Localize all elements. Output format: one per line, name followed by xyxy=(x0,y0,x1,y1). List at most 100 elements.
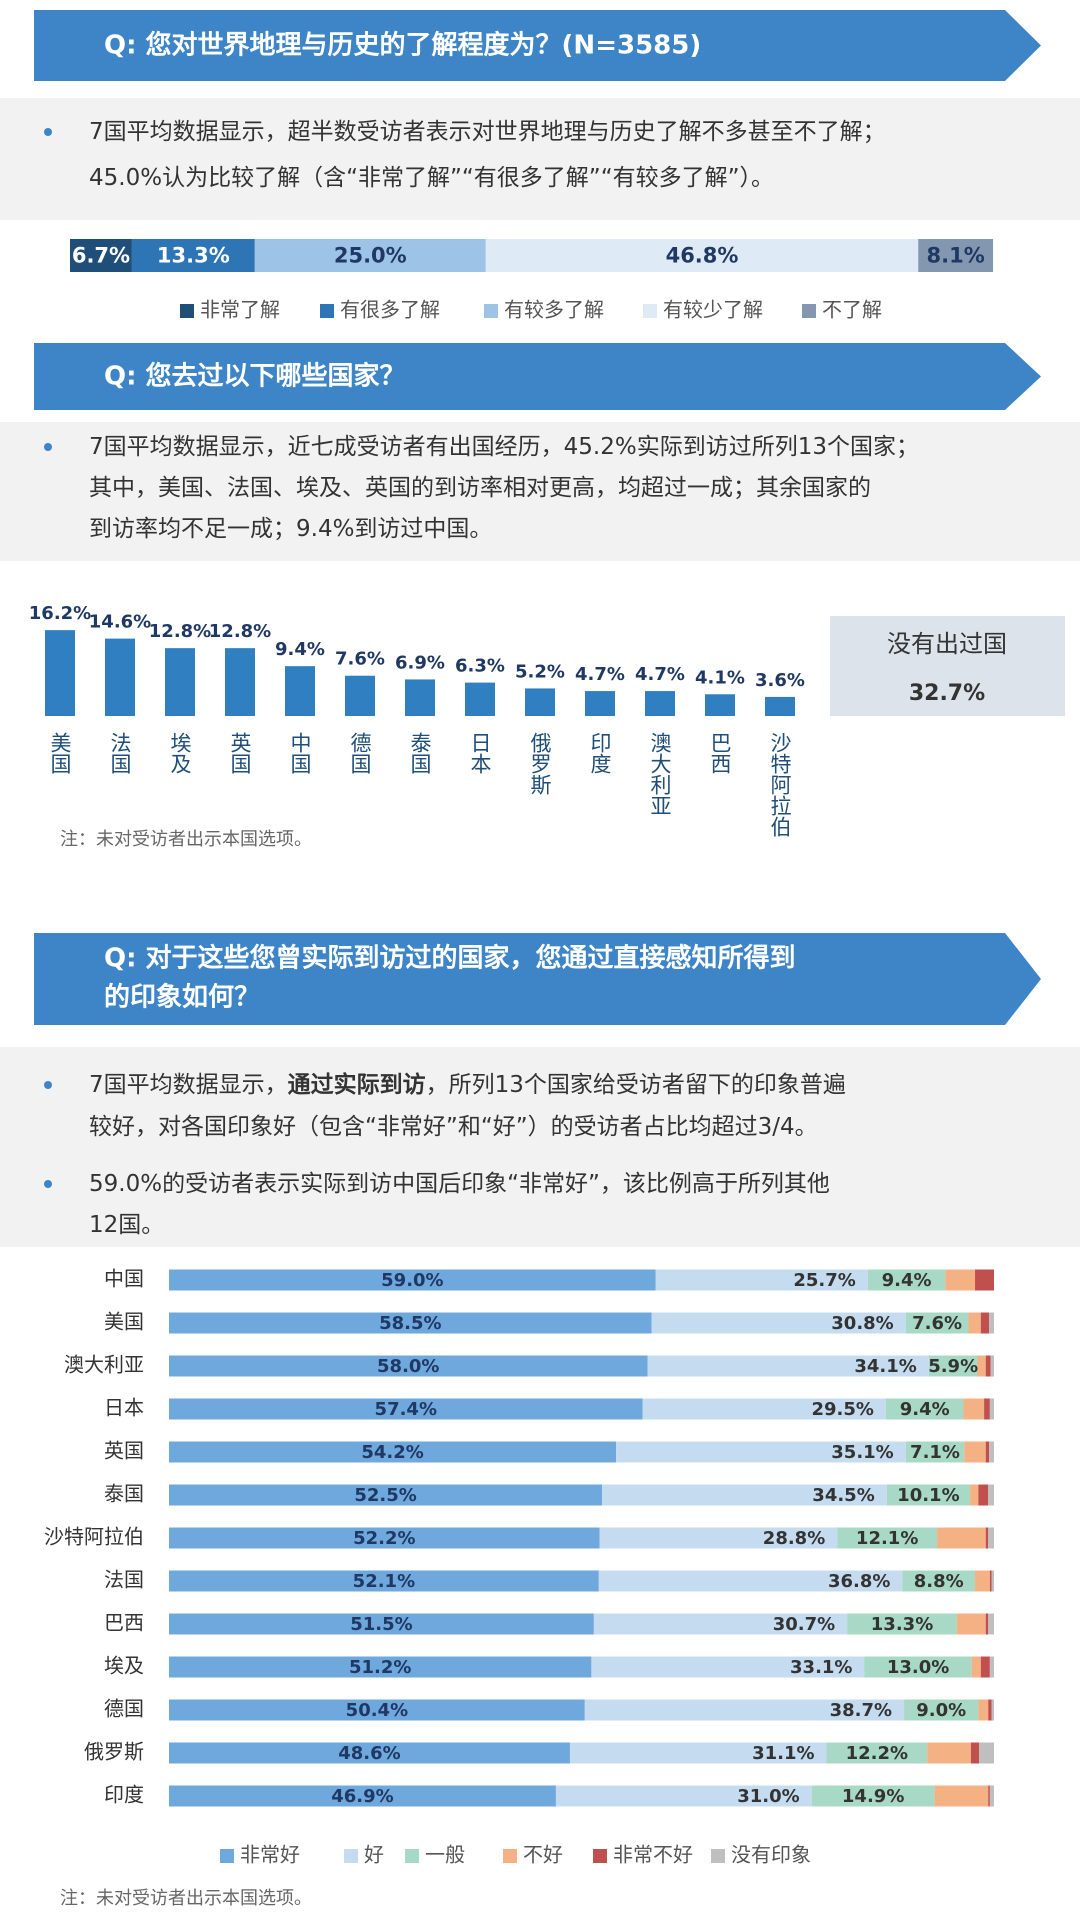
bar-segment xyxy=(990,1355,994,1377)
value-label: 4.7% xyxy=(635,664,685,685)
bar-segment xyxy=(131,239,255,272)
bar xyxy=(645,691,675,716)
bullet-box xyxy=(0,422,1080,561)
value-label: 59.0% xyxy=(381,1270,443,1291)
category-label: 日本 xyxy=(468,732,492,774)
category-label: 巴西 xyxy=(104,1611,144,1635)
legend-label: 好 xyxy=(364,1843,384,1867)
bar-segment xyxy=(485,239,919,272)
question-text: Q: 对于这些您曾实际到访过的国家，您通过直接感知所得到 xyxy=(104,943,796,974)
value-label: 4.7% xyxy=(575,664,625,685)
bar-segment xyxy=(837,1527,938,1549)
bar-segment xyxy=(945,1269,976,1291)
value-label: 12.2% xyxy=(846,1743,908,1764)
value-label: 57.4% xyxy=(375,1399,437,1420)
bullet-text: 12国。 xyxy=(89,1212,164,1238)
category-label: 德国 xyxy=(348,732,372,774)
bar-segment xyxy=(169,1312,652,1334)
value-label: 7.6% xyxy=(912,1313,962,1334)
bar-segment xyxy=(971,1656,981,1678)
legend-label: 一般 xyxy=(425,1843,465,1867)
category-label: 美国 xyxy=(48,732,72,774)
bar-segment xyxy=(169,1699,585,1721)
category-label: 德国 xyxy=(104,1697,144,1721)
bar-segment xyxy=(988,1527,994,1549)
category-label: 印度 xyxy=(588,732,612,774)
bar-segment xyxy=(989,1785,994,1807)
bar-segment xyxy=(918,239,994,272)
legend-label: 有较多了解 xyxy=(504,298,604,322)
bar-segment xyxy=(985,1527,989,1549)
text-run: 其中，美国、法国、埃及、英国的到访率相对更高，均超过一成；其余国家的 xyxy=(89,475,871,501)
text-run: 通过实际到访 xyxy=(288,1071,426,1098)
value-label: 58.5% xyxy=(379,1313,441,1334)
legend-label: 非常好 xyxy=(240,1843,300,1867)
bar-segment xyxy=(847,1613,957,1635)
bar xyxy=(345,675,375,716)
value-label: 46.8% xyxy=(666,244,739,268)
bar-segment xyxy=(989,1570,992,1592)
bar-segment xyxy=(598,1570,903,1592)
bar-segment xyxy=(977,1355,986,1377)
bar-segment xyxy=(975,1269,994,1291)
bar-segment xyxy=(169,1570,599,1592)
side-box-value: 32.7% xyxy=(909,681,985,706)
category-label: 澳大利亚 xyxy=(648,732,672,816)
bar-segment xyxy=(555,1785,812,1807)
value-label: 35.1% xyxy=(831,1442,893,1463)
bar xyxy=(105,638,135,716)
question-text: Q: 您去过以下哪些国家？ xyxy=(104,361,406,392)
bullet-text: 45.0%认为比较了解（含“非常了解”“有很多了解”“有较多了解”）。 xyxy=(89,165,774,191)
value-label: 54.2% xyxy=(361,1442,423,1463)
text-run: ，所列13个国家给受访者留下的印象普遍 xyxy=(426,1072,846,1098)
legend-label: 没有印象 xyxy=(731,1843,811,1867)
question-text: 的印象如何？ xyxy=(104,982,260,1013)
legend-swatch xyxy=(503,1849,517,1863)
bullet-text: 59.0%的受访者表示实际到访中国后印象“非常好”，该比例高于所列其他 xyxy=(89,1171,830,1197)
value-label: 38.7% xyxy=(830,1700,892,1721)
value-label: 52.1% xyxy=(353,1571,415,1592)
legend-label: 非常了解 xyxy=(200,298,280,322)
value-label: 9.4% xyxy=(882,1270,932,1291)
value-label: 14.6% xyxy=(89,612,151,633)
bar-segment xyxy=(867,1269,946,1291)
bar-segment xyxy=(988,1484,994,1506)
bullet-dot xyxy=(44,128,52,136)
bullet-text: 较好，对各国印象好（包含“非常好”和“好”）的受访者占比均超过3/4。 xyxy=(89,1114,818,1140)
bar xyxy=(525,688,555,716)
value-label: 52.2% xyxy=(353,1528,415,1549)
bar-segment xyxy=(885,1398,964,1420)
value-label: 9.4% xyxy=(275,639,325,660)
bar-segment xyxy=(978,1699,989,1721)
bar-segment xyxy=(169,1785,556,1807)
value-label: 30.8% xyxy=(831,1313,893,1334)
bar-segment xyxy=(991,1699,994,1721)
value-label: 51.5% xyxy=(350,1614,412,1635)
value-label: 14.9% xyxy=(842,1786,904,1807)
bar xyxy=(465,682,495,716)
bar-segment xyxy=(864,1656,972,1678)
bar-segment xyxy=(593,1613,848,1635)
bar xyxy=(405,679,435,716)
legend-swatch xyxy=(220,1849,234,1863)
text-run: 45.0%认为比较了解（含“非常了解”“有很多了解”“有较多了解”）。 xyxy=(89,165,774,191)
bar-segment xyxy=(934,1785,989,1807)
value-label: 51.2% xyxy=(349,1657,411,1678)
bullet-dot xyxy=(44,443,52,451)
bullet-text: 其中，美国、法国、埃及、英国的到访率相对更高，均超过一成；其余国家的 xyxy=(89,475,871,501)
bar-segment xyxy=(655,1269,868,1291)
value-label: 30.7% xyxy=(773,1614,835,1635)
value-label: 13.3% xyxy=(871,1614,933,1635)
bar-segment xyxy=(975,1570,990,1592)
bullet-text: 到访率均不足一成；9.4%到访过中国。 xyxy=(89,516,492,542)
bar-segment xyxy=(591,1656,865,1678)
bar-segment xyxy=(811,1785,935,1807)
value-label: 31.0% xyxy=(737,1786,799,1807)
value-label: 13.0% xyxy=(887,1657,949,1678)
bar xyxy=(285,666,315,716)
value-label: 9.4% xyxy=(900,1399,950,1420)
side-box-label: 没有出过国 xyxy=(887,630,1007,658)
bar-segment xyxy=(988,1613,994,1635)
text-run: 较好，对各国印象好（包含“非常好”和“好”）的受访者占比均超过3/4。 xyxy=(89,1114,818,1140)
